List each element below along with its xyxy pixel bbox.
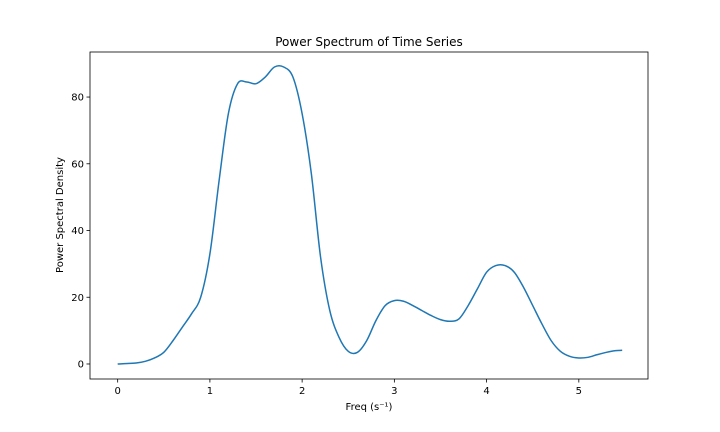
x-tick-label: 3 [391, 386, 397, 397]
x-axis: 0 1 2 3 4 5 [114, 379, 582, 397]
y-tick-label: 0 [78, 359, 84, 370]
x-tick-label: 1 [207, 386, 213, 397]
y-axis-label: Power Spectral Density [55, 157, 66, 273]
plot-frame [89, 51, 649, 380]
x-tick-label: 4 [483, 386, 489, 397]
y-tick-label: 80 [71, 93, 84, 104]
plot-area [117, 65, 623, 365]
y-tick-label: 40 [71, 226, 84, 237]
chart-title: Power Spectrum of Time Series [275, 35, 463, 49]
x-tick-label: 2 [299, 386, 305, 397]
x-tick-label: 0 [114, 386, 120, 397]
x-tick-label: 5 [576, 386, 582, 397]
y-axis: 0 20 40 60 80 [71, 93, 90, 370]
y-tick-label: 60 [71, 159, 84, 170]
x-axis-label: Freq (s⁻¹) [346, 402, 393, 413]
series-line [117, 65, 623, 365]
y-tick-label: 20 [71, 293, 84, 304]
